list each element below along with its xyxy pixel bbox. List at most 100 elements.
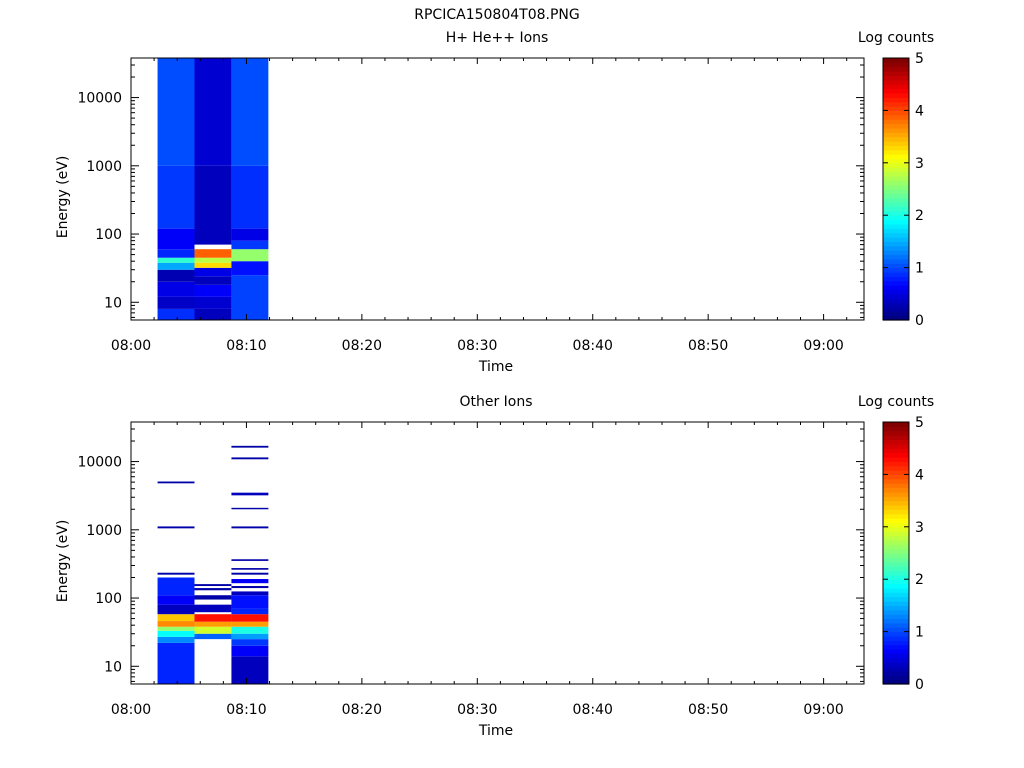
heatmap-cell xyxy=(231,58,269,166)
colorbar-frame xyxy=(882,57,910,321)
heatmap-cell xyxy=(194,614,232,622)
colorbar-segment xyxy=(883,430,909,436)
y-axis-label: Energy (eV) xyxy=(55,156,71,239)
colorbar-segment xyxy=(883,662,909,668)
colorbar-segment xyxy=(883,311,909,317)
heatmap-cell xyxy=(157,630,195,637)
heatmap-cell xyxy=(157,481,195,484)
colorbar-segment xyxy=(883,513,909,519)
colorbar-segment xyxy=(883,500,909,506)
x-axis-label: Time xyxy=(478,723,513,739)
colorbar-segment xyxy=(883,443,909,449)
heatmap-cell xyxy=(194,588,232,591)
colorbar-segment xyxy=(883,614,909,620)
colorbar-segment xyxy=(883,635,909,641)
heatmap-cell xyxy=(231,228,269,241)
panel-title: Other Ions xyxy=(459,394,532,410)
colorbar-segment xyxy=(883,267,909,273)
colorbar-segment xyxy=(883,114,909,120)
x-tick-label: 08:50 xyxy=(688,338,728,354)
heatmap-cell xyxy=(157,621,195,627)
colorbar-segment xyxy=(883,306,909,312)
heatmap-cell xyxy=(231,639,269,646)
x-tick-label: 08:10 xyxy=(226,338,266,354)
heatmap-cell xyxy=(231,457,269,460)
y-tick-label: 10000 xyxy=(77,455,122,471)
heatmap-cell xyxy=(157,296,195,309)
heatmap-cell xyxy=(194,257,232,263)
x-axis-label: Time xyxy=(478,359,513,375)
colorbar-segment xyxy=(883,483,909,489)
heatmap-cell xyxy=(194,584,232,587)
y-tick-label: 10000 xyxy=(77,91,122,107)
colorbar-segment xyxy=(883,258,909,264)
colorbar-segment xyxy=(883,566,909,572)
heatmap-cell xyxy=(194,267,232,277)
colorbar-segment xyxy=(883,92,909,98)
colorbar-segment xyxy=(883,587,909,593)
colorbar-segment xyxy=(883,470,909,475)
x-tick-label: 08:30 xyxy=(457,338,497,354)
colorbar-segment xyxy=(883,158,909,164)
x-tick-label: 08:30 xyxy=(457,702,497,718)
colorbar-segment xyxy=(883,149,909,155)
colorbar-label: Log counts xyxy=(858,394,934,410)
colorbar-segment xyxy=(883,285,909,291)
axis-ticks: 08:00 08:10 08:20 08:30 08:40 08:50 09:00 10 100… xyxy=(77,58,864,354)
colorbar-segment xyxy=(883,101,909,107)
heatmap-cell xyxy=(231,656,269,684)
colorbar-segment xyxy=(883,631,909,637)
heatmap-cell xyxy=(194,276,232,285)
heatmap-cell xyxy=(231,595,269,609)
colorbar-tick-label: 0 xyxy=(915,313,924,329)
colorbar-segment xyxy=(883,609,909,615)
colorbar-segment xyxy=(883,110,909,116)
colorbar-segment xyxy=(883,456,909,462)
panel-h-he-ions: H+ He++ Ions Log counts Energy (eV) Time… xyxy=(55,30,934,375)
colorbar-segment xyxy=(883,232,909,238)
colorbar-segment xyxy=(883,197,909,203)
colorbar-segment xyxy=(883,548,909,554)
x-tick-label: 08:40 xyxy=(573,338,613,354)
colorbar-segment xyxy=(883,474,909,480)
colorbar-segment xyxy=(883,140,909,146)
colorbar-segment xyxy=(883,439,909,445)
heatmap-cell xyxy=(157,604,195,615)
heatmap-cell xyxy=(157,249,195,258)
colorbar-segment xyxy=(883,657,909,663)
colorbar: 0 1 2 3 4 5 xyxy=(882,51,924,329)
panel-title: H+ He++ Ions xyxy=(446,30,549,46)
heatmap-cell xyxy=(194,58,232,166)
colorbar-segment xyxy=(883,127,909,133)
colorbar-segment xyxy=(883,75,909,81)
x-tick-label: 08:20 xyxy=(342,702,382,718)
y-tick-label: 10 xyxy=(104,659,122,675)
colorbar-segment xyxy=(883,162,909,168)
colorbar-segment xyxy=(883,504,909,510)
x-tick-label: 08:20 xyxy=(342,338,382,354)
heatmap-cell xyxy=(231,526,269,529)
heatmap-cell xyxy=(231,249,269,262)
heatmap-cell xyxy=(157,262,195,270)
heatmap-cell xyxy=(231,572,269,575)
x-tick-label: 08:00 xyxy=(111,338,151,354)
heatmap-cell xyxy=(231,579,269,584)
colorbar-segment xyxy=(883,276,909,282)
heatmap-cell xyxy=(157,636,195,643)
colorbar-segment xyxy=(883,435,909,441)
colorbar-segment xyxy=(883,653,909,659)
colorbar-segment xyxy=(883,618,909,624)
colorbar-segment xyxy=(883,579,909,585)
colorbar: 0 1 2 3 4 5 xyxy=(882,415,924,693)
heatmap-cells xyxy=(157,445,269,684)
y-axis-label: Energy (eV) xyxy=(55,520,71,603)
heatmap-cell xyxy=(231,261,269,276)
y-tick-label: 100 xyxy=(95,227,122,243)
colorbar-segment xyxy=(883,171,909,177)
colorbar-segment xyxy=(883,228,909,234)
heatmap-cell xyxy=(231,608,269,615)
axis-ticks: 08:00 08:10 08:20 08:30 08:40 08:50 09:00 10 100… xyxy=(77,422,864,718)
colorbar-segment xyxy=(883,245,909,251)
heatmap-cell xyxy=(231,445,269,448)
colorbar-segment xyxy=(883,175,909,181)
